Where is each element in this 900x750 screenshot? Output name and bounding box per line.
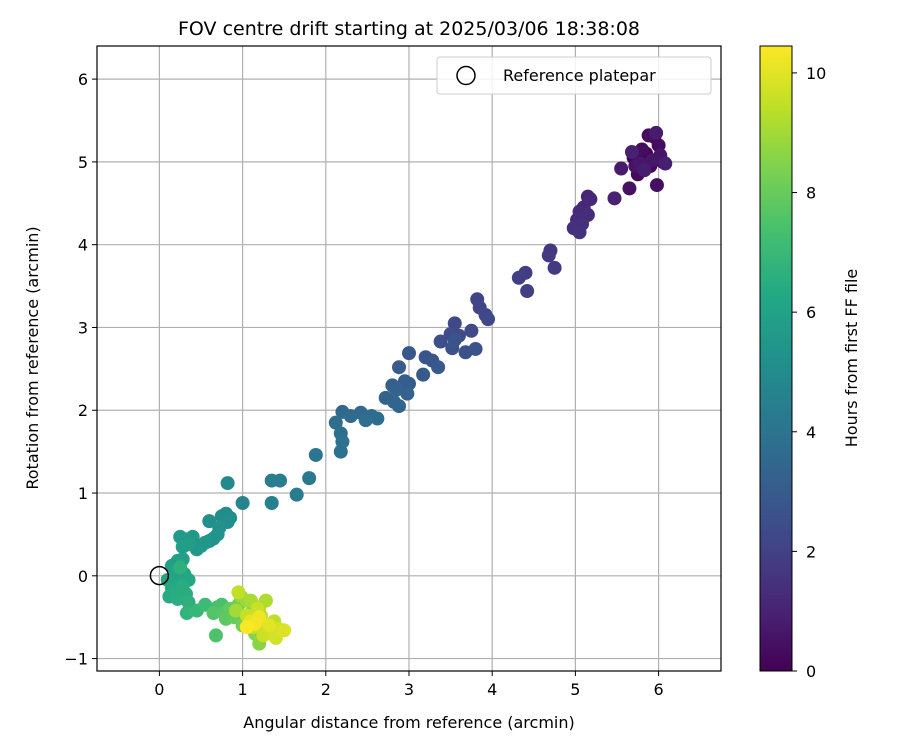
scatter-point	[181, 537, 196, 552]
colorbar-gradient	[759, 45, 793, 672]
scatter-point	[447, 332, 462, 347]
scatter-point	[431, 360, 446, 375]
scatter-point	[277, 623, 292, 638]
scatter-point	[170, 591, 185, 606]
scatter-point	[649, 125, 664, 140]
scatter-point	[343, 409, 358, 424]
scatter-point	[289, 487, 304, 502]
scatter-point	[614, 161, 629, 176]
scatter-point	[622, 181, 637, 196]
scatter-point	[202, 514, 217, 529]
legend-entry-reference-platepar: Reference platepar	[503, 66, 656, 85]
scatter-point	[228, 603, 243, 618]
scatter-point	[239, 620, 254, 635]
scatter-point	[464, 323, 479, 338]
y-tick-label: 4	[78, 236, 88, 255]
scatter-point	[433, 334, 448, 349]
scatter-point	[264, 495, 279, 510]
x-tick-label: 4	[487, 680, 497, 699]
scatter-point	[402, 346, 416, 361]
colorbar: 0 2 4 6 8 10 Hours from first FF file	[759, 45, 861, 681]
grid	[97, 46, 721, 671]
x-tick-label: 6	[654, 680, 664, 699]
legend-marker-icon	[456, 65, 476, 86]
colorbar-tick-label: 0	[806, 662, 816, 681]
scatter-point	[392, 360, 407, 375]
scatter-point	[541, 248, 556, 263]
scatter-point	[658, 156, 673, 171]
y-tick-label: 6	[78, 70, 88, 89]
y-tick-label: 0	[78, 567, 88, 586]
scatter-point	[624, 144, 639, 159]
colorbar-tick-label: 4	[806, 423, 816, 442]
x-tick-label: 0	[154, 680, 164, 699]
scatter-point	[328, 415, 343, 430]
scatter-point	[358, 413, 373, 428]
y-tick-label: 5	[78, 153, 88, 172]
scatter-point	[333, 444, 348, 459]
scatter-point	[547, 260, 562, 275]
scatter-point	[231, 585, 246, 600]
scatter-point	[637, 163, 652, 178]
scatter-point	[400, 386, 415, 401]
scatter-point	[370, 411, 385, 426]
y-tick-label: 3	[78, 318, 88, 337]
scatter-point	[302, 471, 317, 486]
scatter-point	[481, 312, 496, 327]
scatter-point	[572, 225, 587, 240]
colorbar-tick-label: 10	[806, 64, 826, 83]
scatter-point	[649, 178, 664, 193]
scatter-point	[173, 560, 188, 575]
y-axis-label: Rotation from reference (arcmin)	[23, 226, 42, 489]
scatter-point	[447, 316, 462, 331]
scatter-point	[208, 628, 223, 643]
x-tick-label: 5	[570, 680, 580, 699]
legend-box	[436, 56, 712, 95]
scatter-point	[416, 367, 431, 382]
scatter-point	[308, 447, 323, 462]
scatter-point	[511, 270, 526, 285]
colorbar-ticks: 0 2 4 6 8 10	[792, 64, 826, 681]
scatter-point	[644, 153, 659, 168]
x-tick-label: 2	[321, 680, 331, 699]
scatter-point	[389, 382, 404, 397]
x-axis-ticks: 0 1 2 3 4 5 6	[154, 671, 664, 699]
x-tick-label: 1	[238, 680, 248, 699]
y-tick-label: 2	[78, 401, 88, 420]
colorbar-label: Hours from first FF file	[842, 269, 861, 448]
x-axis-label: Angular distance from reference (arcmin)	[243, 713, 574, 732]
scatter-point	[220, 476, 235, 491]
scatter-point	[468, 341, 483, 356]
legend: Reference platepar	[436, 56, 712, 95]
colorbar-tick-label: 6	[806, 303, 816, 322]
scatter-point	[392, 399, 407, 414]
chart-title: FOV centre drift starting at 2025/03/06 …	[178, 18, 640, 40]
y-tick-label: −1	[64, 650, 88, 669]
x-tick-label: 3	[404, 680, 414, 699]
scatter-point	[520, 284, 535, 299]
colorbar-tick-label: 8	[806, 184, 816, 203]
scatter-point	[262, 618, 277, 633]
scatter-point	[607, 191, 622, 206]
colorbar-tick-label: 2	[806, 542, 816, 561]
scatter-point	[264, 473, 279, 488]
scatter-point	[206, 606, 221, 621]
y-tick-label: 1	[78, 484, 88, 503]
y-axis-ticks: −1 0 1 2 3 4 5 6	[64, 70, 97, 669]
reference-platepar-marker	[149, 565, 170, 586]
scatter-point	[235, 495, 250, 510]
scatter-points	[160, 125, 673, 651]
